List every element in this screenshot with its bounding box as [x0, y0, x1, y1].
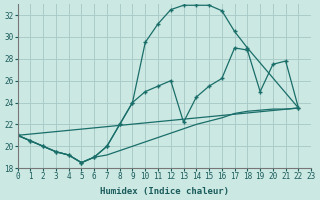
- X-axis label: Humidex (Indice chaleur): Humidex (Indice chaleur): [100, 187, 229, 196]
